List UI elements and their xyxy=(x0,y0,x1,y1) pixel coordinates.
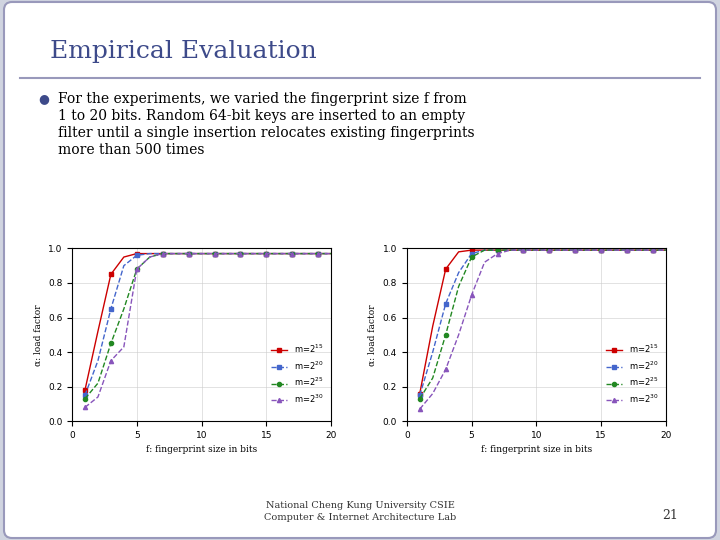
Text: National Cheng Kung University CSIE
Computer & Internet Architecture Lab: National Cheng Kung University CSIE Comp… xyxy=(264,501,456,522)
Text: (b)  bucket size b = 8: (b) bucket size b = 8 xyxy=(507,400,613,409)
Text: For the experiments, we varied the fingerprint size f from: For the experiments, we varied the finge… xyxy=(58,92,467,106)
X-axis label: f: fingerprint size in bits: f: fingerprint size in bits xyxy=(481,446,592,455)
Text: ●: ● xyxy=(38,92,49,105)
Text: 1 to 20 bits. Random 64-bit keys are inserted to an empty: 1 to 20 bits. Random 64-bit keys are ins… xyxy=(58,109,465,123)
FancyBboxPatch shape xyxy=(4,2,716,538)
Y-axis label: α: load factor: α: load factor xyxy=(368,304,377,366)
Legend: m=2$^{15}$, m=2$^{20}$, m=2$^{25}$, m=2$^{30}$: m=2$^{15}$, m=2$^{20}$, m=2$^{25}$, m=2$… xyxy=(267,340,327,408)
Legend: m=2$^{15}$, m=2$^{20}$, m=2$^{25}$, m=2$^{30}$: m=2$^{15}$, m=2$^{20}$, m=2$^{25}$, m=2$… xyxy=(602,340,662,408)
Text: filter until a single insertion relocates existing fingerprints: filter until a single insertion relocate… xyxy=(58,126,474,140)
Text: 21: 21 xyxy=(662,509,678,522)
Y-axis label: α: load factor: α: load factor xyxy=(33,304,42,366)
Text: Empirical Evaluation: Empirical Evaluation xyxy=(50,40,317,63)
X-axis label: f: fingerprint size in bits: f: fingerprint size in bits xyxy=(146,446,257,455)
Text: more than 500 times: more than 500 times xyxy=(58,143,204,157)
Text: (a)  bucket size b = 4: (a) bucket size b = 4 xyxy=(143,400,248,409)
